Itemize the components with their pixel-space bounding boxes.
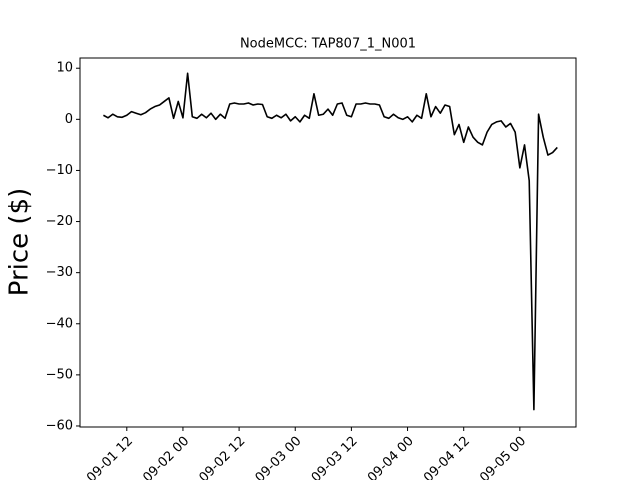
y-tick-label: −40 — [46, 316, 73, 331]
x-tick-label: 09-04 12 — [421, 434, 473, 480]
y-tick-label: 10 — [56, 61, 73, 76]
price-line — [103, 72, 558, 411]
y-tick-label: −50 — [46, 367, 73, 382]
y-tick-label: 0 — [65, 112, 73, 127]
chart-title: NodeMCC: TAP807_1_N001 — [240, 37, 416, 52]
plot-frame — [79, 57, 577, 428]
y-tick-label: −20 — [46, 214, 73, 229]
x-tick-label: 09-01 12 — [84, 434, 136, 480]
x-tick-label: 09-03 00 — [253, 434, 305, 480]
x-tick-label: 09-05 00 — [477, 434, 529, 480]
y-axis-label: Price ($) — [5, 188, 35, 297]
x-tick-label: 09-02 00 — [140, 434, 192, 480]
y-tick-label: −30 — [46, 265, 73, 280]
y-tick-label: −10 — [46, 163, 73, 178]
y-tick-label: −60 — [46, 418, 73, 433]
x-tick-label: 09-03 12 — [309, 434, 361, 480]
x-tick-label: 09-02 12 — [196, 434, 248, 480]
x-tick-label: 09-04 00 — [365, 434, 417, 480]
